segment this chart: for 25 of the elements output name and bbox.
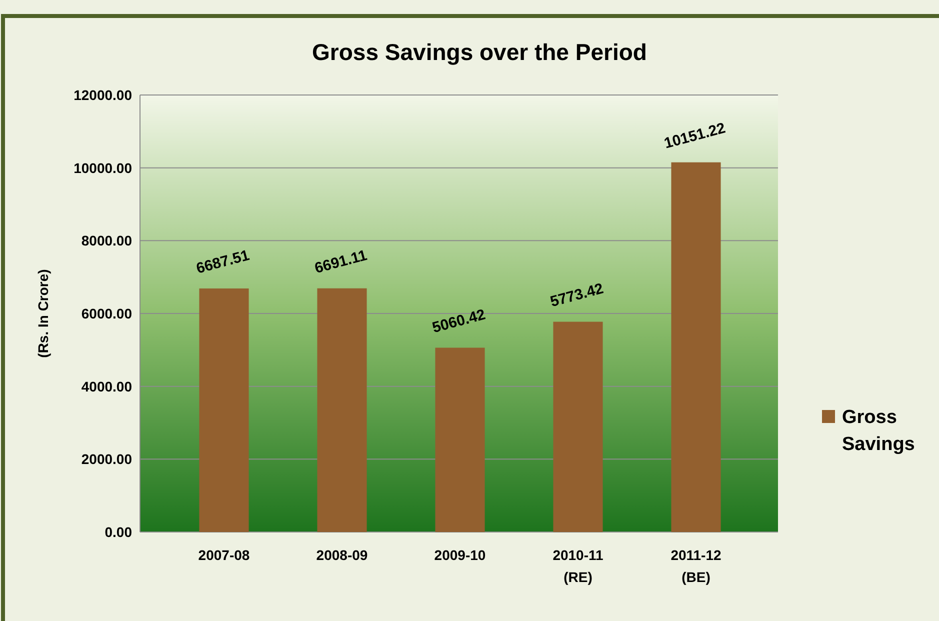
x-tick-label: 2011-12 (BE) xyxy=(670,547,722,585)
x-tick-label: 2008-09 xyxy=(316,547,368,563)
x-tick-label: 2007-08 xyxy=(198,547,250,563)
x-tick-label: 2010-11 (RE) xyxy=(552,547,604,585)
y-tick-label: 10000.00 xyxy=(74,160,132,176)
data-label: 10151.22 xyxy=(662,120,728,152)
bar xyxy=(553,322,603,532)
y-tick-label: 6000.00 xyxy=(81,306,132,322)
legend-label: Gross Savings xyxy=(842,407,915,455)
y-tick-label: 0.00 xyxy=(104,524,132,540)
y-tick-label: 4000.00 xyxy=(81,378,132,394)
y-axis-title: (Rs. In Crore) xyxy=(35,269,51,358)
data-label: 5773.42 xyxy=(548,280,606,311)
y-tick-label: 12000.00 xyxy=(74,87,132,103)
chart-title: Gross Savings over the Period xyxy=(312,39,647,65)
y-tick-label: 2000.00 xyxy=(81,451,132,468)
data-label: 6691.11 xyxy=(312,246,369,278)
data-label: 5060.42 xyxy=(430,306,488,337)
y-tick-label: 8000.00 xyxy=(81,232,132,249)
bar xyxy=(435,348,485,532)
bar xyxy=(671,162,721,532)
bar xyxy=(199,288,249,532)
bar xyxy=(317,288,367,532)
x-tick-label: 2009-10 xyxy=(434,547,486,563)
data-label: 6687.51 xyxy=(194,246,252,278)
